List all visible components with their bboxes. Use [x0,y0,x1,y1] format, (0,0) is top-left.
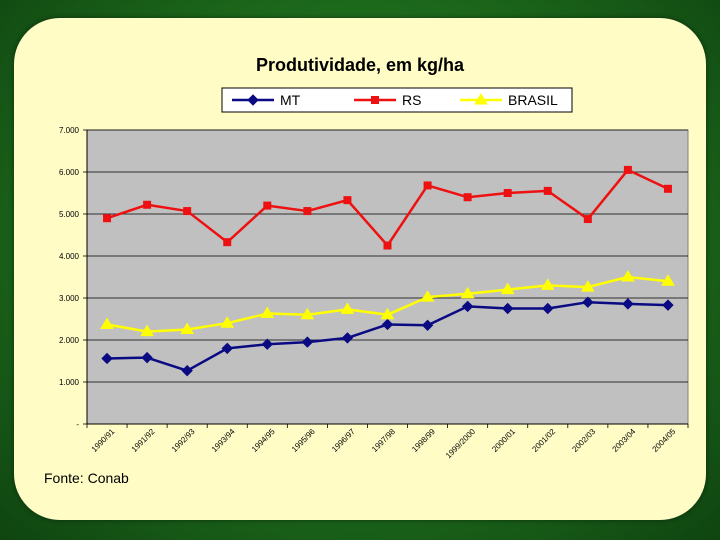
data-point-mt [662,299,674,311]
y-tick-label: 6.000 [59,168,80,177]
data-point-mt [261,338,274,350]
legend-box [221,87,573,113]
x-tick-label: 1995/96 [290,427,317,454]
data-point-brasil [621,270,635,282]
data-point-mt [101,352,113,365]
data-point-rs [663,184,672,193]
data-point-mt [542,302,554,315]
y-tick-label: 3.000 [59,294,80,303]
x-tick-label: 1992/93 [170,427,197,454]
data-point-mt [301,336,314,348]
chart-title: Produtividade, em kg/ha [255,55,465,75]
data-point-brasil [100,317,114,329]
data-point-mt [461,300,474,313]
series-mt [101,296,674,377]
data-point-rs [223,238,232,247]
y-tick-label: 4.000 [59,252,80,261]
data-point-brasil [180,322,195,334]
x-tick-label: 1994/95 [250,427,277,454]
data-point-brasil [460,286,475,299]
x-tick-label: 2002/03 [570,427,597,454]
data-point-rs [463,193,472,202]
data-point-mt [341,332,354,344]
plot-area [86,129,689,425]
legend-marker-brasil [474,93,488,105]
legend-marker-mt [247,94,259,106]
data-point-brasil [380,307,395,320]
x-tick-label: 1999/2000 [444,427,477,460]
data-point-brasil [420,290,435,302]
legend-marker-rs [371,96,379,104]
data-point-rs [543,186,552,195]
series-rs [103,165,672,250]
data-point-mt [622,298,634,310]
data-point-mt [141,351,153,364]
y-tick-label: 7.000 [59,126,80,135]
source-note: Fonte: Conab [44,470,129,486]
data-point-mt [582,296,594,308]
data-point-rs [303,207,312,216]
data-point-brasil [500,282,515,295]
x-tick-label: 1991/92 [130,427,157,454]
data-point-rs [423,181,432,190]
legend-label-brasil: BRASIL [508,92,558,108]
data-point-rs [143,200,152,209]
data-point-rs [623,165,632,174]
data-point-brasil [140,324,154,337]
x-tick-label: 1990/91 [90,427,117,454]
x-tick-label: 2000/01 [490,427,517,454]
y-tick-label: - [76,420,79,429]
data-point-mt [501,302,514,315]
y-tick-label: 1.000 [59,378,80,387]
series-brasil [100,270,675,337]
x-tick-label: 1993/94 [210,427,237,454]
x-tick-label: 2004/05 [651,427,678,454]
y-tick-label: 5.000 [59,210,80,219]
data-point-brasil [260,306,275,319]
legend-label-rs: RS [402,92,421,108]
x-tick-label: 1997/98 [370,427,397,454]
data-point-rs [343,196,352,205]
data-point-rs [383,241,392,250]
y-tick-label: 2.000 [59,336,80,345]
legend-label-mt: MT [280,92,301,108]
legend: MT RS BRASIL [221,87,573,113]
data-point-rs [503,189,512,197]
data-point-mt [221,342,233,355]
x-tick-label: 1996/97 [330,427,357,454]
x-tick-label: 1998/99 [410,427,437,454]
x-tick-label: 2003/04 [610,427,637,454]
data-point-brasil [340,302,355,314]
data-point-mt [381,318,394,331]
x-tick-label: 2001/02 [530,427,557,454]
data-point-mt [421,319,434,332]
data-point-rs [263,201,272,210]
data-point-rs [183,207,192,216]
data-point-brasil [220,316,235,328]
data-point-mt [181,364,193,377]
data-point-rs [583,215,592,224]
data-point-brasil [580,280,595,292]
data-point-rs [103,214,112,223]
data-point-brasil [661,274,675,286]
data-point-brasil [300,307,315,320]
data-point-brasil [540,278,555,290]
